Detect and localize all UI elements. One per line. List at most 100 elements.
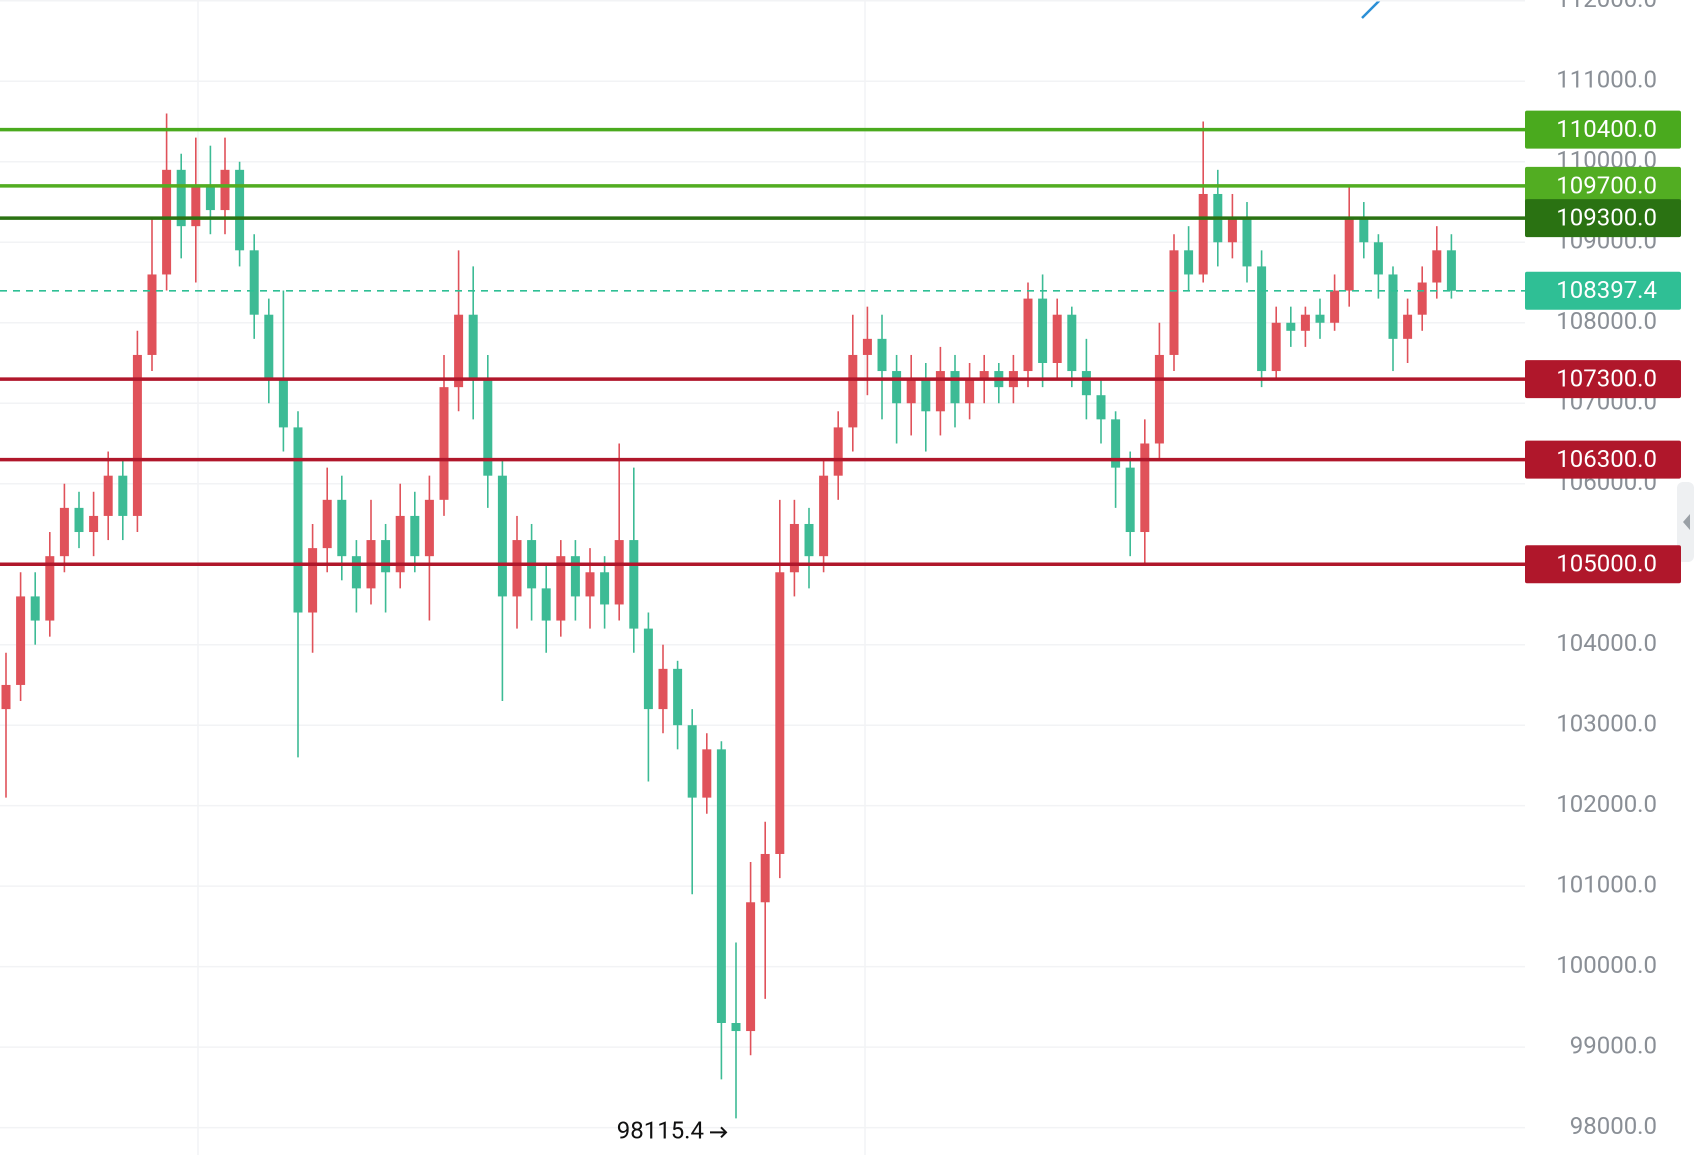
candle-body: [424, 499, 434, 557]
candle-body: [118, 475, 128, 516]
candle-body: [1300, 314, 1310, 331]
candle-body: [600, 572, 610, 605]
y-tick-label: 104000.0: [1556, 629, 1657, 657]
level-box: [1525, 110, 1681, 149]
candle-body: [833, 427, 843, 476]
low-annotation: 98115.4: [617, 1117, 704, 1145]
candle-body: [1023, 298, 1033, 372]
candle-body: [921, 379, 931, 412]
candle-body: [264, 314, 274, 380]
candle-body: [716, 749, 726, 1023]
candle-body: [45, 556, 55, 621]
candle-body: [1169, 250, 1179, 355]
candle-body: [468, 314, 478, 380]
candle-body: [979, 371, 989, 380]
candle-body: [439, 387, 449, 500]
candle-body: [205, 185, 215, 211]
candle-body: [541, 588, 551, 621]
candle-body: [1125, 467, 1135, 533]
candle-body: [1, 684, 11, 710]
candle-body: [59, 507, 69, 557]
candle-body: [760, 853, 770, 903]
candle-body: [585, 572, 595, 597]
last-price-box: [1525, 271, 1681, 310]
candle-body: [950, 371, 960, 404]
y-tick-label: 111000.0: [1556, 66, 1657, 94]
candle-body: [906, 379, 916, 404]
candle-body: [308, 548, 318, 613]
candle-body: [556, 556, 566, 621]
level-box: [1525, 199, 1681, 238]
candle-body: [74, 507, 84, 533]
candle-body: [1052, 314, 1062, 363]
candle-body: [483, 379, 493, 476]
level-box: [1525, 360, 1681, 399]
candle-body: [935, 371, 945, 412]
y-tick-label: 102000.0: [1556, 790, 1657, 818]
y-tick-label: 98000.0: [1570, 1112, 1657, 1140]
candle-body: [337, 499, 347, 557]
candle-body: [176, 169, 186, 227]
drawing-tool-line: [1361, 0, 1381, 19]
candle-body: [848, 354, 858, 428]
candle-body: [1096, 395, 1106, 420]
last-price-label: 108397.4: [1556, 276, 1657, 304]
candle-body: [1140, 443, 1150, 533]
candle-body: [103, 475, 113, 516]
level-label: 109300.0: [1556, 203, 1657, 231]
candle-body: [1315, 314, 1325, 323]
candle-body: [629, 540, 639, 629]
candle-body: [570, 556, 580, 597]
level-layer: 98115.4 108397.4 110400.0 109700.0 109300.0 1…: [0, 110, 1681, 1145]
candle-body: [497, 475, 507, 597]
y-tick-label: 108000.0: [1556, 307, 1657, 335]
candle-body: [1067, 314, 1077, 372]
candle-body: [1038, 298, 1048, 363]
candle-body: [278, 379, 288, 428]
scroll-arrow[interactable]: [1683, 514, 1690, 530]
y-tick-label: 112000.0: [1556, 0, 1657, 13]
level-label: 107300.0: [1556, 364, 1657, 392]
candle-body: [132, 354, 142, 516]
candle-body: [1344, 218, 1354, 291]
candle-body: [746, 902, 756, 1032]
level-label: 109700.0: [1556, 171, 1657, 199]
candle-body: [1257, 266, 1267, 372]
candle-body: [892, 371, 902, 404]
candle-body: [804, 523, 814, 557]
candle-body: [30, 596, 40, 621]
level-box: [1525, 440, 1681, 479]
candle-body: [1111, 419, 1121, 468]
candle-body: [1154, 354, 1164, 444]
candle-body: [1227, 218, 1237, 243]
candle-body: [1198, 193, 1208, 275]
candle-body: [1330, 290, 1340, 323]
candle-body: [1286, 322, 1296, 331]
candle-body: [410, 515, 420, 557]
candle-body: [147, 274, 157, 355]
level-label: 105000.0: [1556, 550, 1657, 578]
candle-body: [351, 556, 361, 589]
candle-body: [249, 250, 259, 315]
candle-body: [293, 427, 303, 613]
candle-body: [658, 668, 668, 710]
low-arrow: [710, 1126, 728, 1139]
candle-body: [687, 725, 697, 798]
candle-body: [454, 314, 464, 388]
candle-body: [877, 338, 887, 372]
candle-body: [819, 475, 829, 557]
candle-body: [395, 515, 405, 573]
candle-body: [512, 540, 522, 597]
candle-body: [235, 169, 245, 251]
candle-body: [1184, 250, 1194, 275]
candle-body: [1417, 282, 1427, 315]
candle-body: [643, 628, 653, 710]
candle-body: [1373, 242, 1383, 275]
y-tick-label: 100000.0: [1556, 951, 1657, 979]
candle-body: [1432, 250, 1442, 283]
y-tick-label: 99000.0: [1570, 1031, 1657, 1059]
y-tick-label: 101000.0: [1556, 871, 1657, 899]
candle-body: [965, 379, 975, 404]
